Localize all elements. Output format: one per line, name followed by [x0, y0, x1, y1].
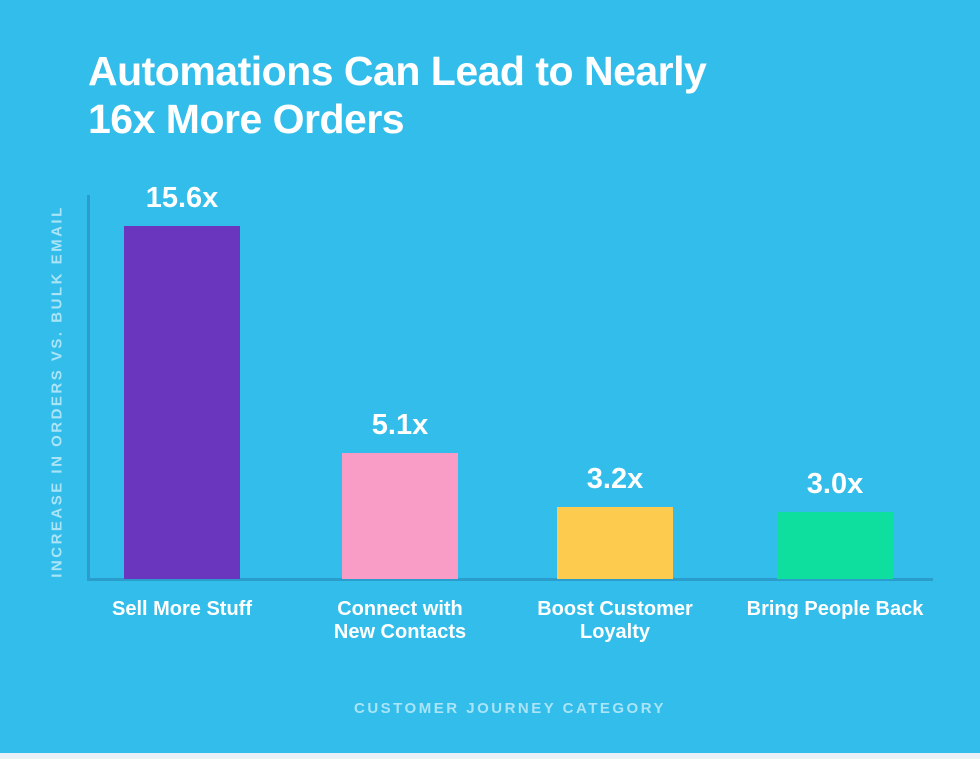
y-axis-label: INCREASE IN ORDERS VS. BULK EMAIL: [48, 205, 66, 578]
category-label-connect-with-new-contacts: Connect with New Contacts: [333, 598, 467, 643]
bar-boost-customer-loyalty: [557, 507, 673, 579]
bar-value-label: 15.6x: [145, 182, 219, 214]
bar-group-boost-customer-loyalty: 3.2x: [557, 463, 673, 579]
bar-value-label: 3.0x: [806, 468, 864, 500]
category-label-sell-more-stuff: Sell More Stuff: [111, 598, 252, 620]
bar-connect-with-new-contacts: [342, 453, 458, 579]
category-label-bring-people-back: Bring People Back: [746, 598, 924, 620]
bar-value-label: 5.1x: [371, 409, 429, 441]
chart-title-line2: 16x More Orders: [88, 96, 405, 142]
bar-group-connect-with-new-contacts: 5.1x: [342, 409, 458, 579]
bar-group-sell-more-stuff: 15.6x: [124, 182, 240, 579]
y-axis-line: [87, 195, 90, 581]
chart-title-line1: Automations Can Lead to Nearly: [88, 48, 707, 94]
chart-title: Automations Can Lead to Nearly 16x More O…: [88, 47, 707, 143]
bar-bring-people-back: [777, 512, 893, 579]
bar-sell-more-stuff: [124, 226, 240, 579]
bar-value-label: 3.2x: [586, 463, 644, 495]
bar-group-bring-people-back: 3.0x: [777, 468, 893, 579]
x-axis-label: CUSTOMER JOURNEY CATEGORY: [354, 700, 666, 717]
bottom-edge-strip: [0, 753, 980, 759]
category-label-boost-customer-loyalty: Boost Customer Loyalty: [537, 598, 693, 643]
x-axis-line: [87, 578, 933, 581]
